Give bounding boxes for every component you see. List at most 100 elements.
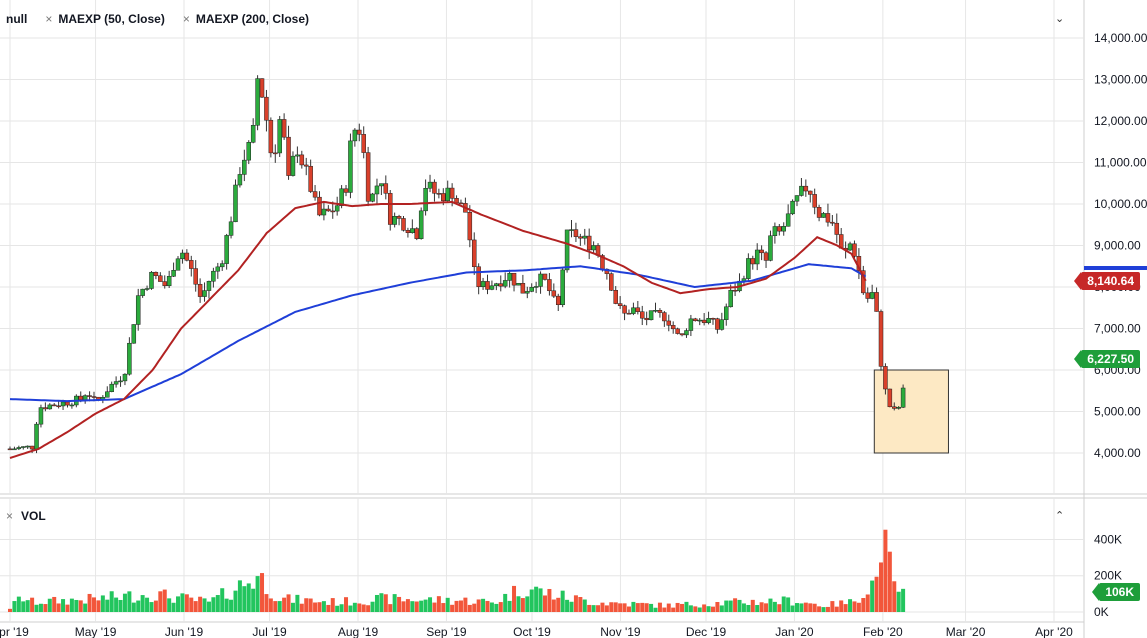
candle-body: [343, 188, 349, 193]
volume-bar: [626, 606, 631, 612]
volume-bar: [401, 601, 406, 612]
candle-body: [246, 142, 252, 161]
volume-bar: [56, 603, 61, 612]
volume-bar: [220, 588, 225, 612]
price-tick-label: 5,000.00: [1094, 405, 1141, 419]
time-tick-label: Oct '19: [513, 625, 551, 638]
legend-study-ma200[interactable]: × MAEXP (200, Close): [182, 12, 309, 26]
volume-bar: [458, 600, 463, 612]
volume-bar: [78, 600, 83, 612]
volume-bar: [158, 591, 163, 612]
candle-body: [242, 159, 247, 175]
volume-bar: [547, 588, 552, 612]
volume-bar: [229, 599, 234, 612]
volume-bar: [476, 599, 481, 612]
chevron-down-icon[interactable]: ⌄: [1055, 13, 1065, 25]
candle-body: [365, 152, 371, 202]
volume-bar: [330, 598, 335, 612]
candle-body: [105, 391, 110, 398]
candle-body: [467, 212, 473, 241]
volume-bar: [600, 602, 605, 612]
chevron-up-icon[interactable]: ⌃: [1055, 510, 1065, 522]
volume-bar: [582, 599, 587, 612]
candle-body: [135, 295, 141, 325]
volume-bar: [180, 593, 185, 612]
volume-bar: [870, 580, 875, 612]
candle-body: [808, 190, 813, 195]
volume-bar: [65, 604, 70, 612]
candle-body: [348, 140, 353, 193]
price-tick-label: 4,000.00: [1094, 446, 1141, 460]
candle-body: [414, 228, 420, 239]
candle-body: [834, 222, 840, 235]
candle-body: [264, 96, 269, 121]
volume-bar: [233, 590, 238, 612]
candle-body: [560, 269, 565, 305]
candle-body: [321, 208, 327, 216]
candle-body: [281, 119, 287, 138]
close-icon[interactable]: ×: [6, 509, 14, 523]
candle-body: [69, 404, 75, 407]
legend-study-ma50[interactable]: × MAEXP (50, Close): [45, 12, 165, 26]
candle-body: [648, 310, 654, 321]
candle-body: [768, 235, 773, 261]
candle-body: [60, 401, 66, 407]
volume-bar: [414, 601, 419, 612]
candle-body: [591, 245, 596, 251]
candle-body: [295, 154, 300, 157]
candle-body: [542, 273, 548, 280]
candle-body: [224, 235, 229, 264]
candle-body: [158, 275, 163, 282]
candle-body: [693, 318, 698, 321]
volume-bar: [335, 605, 340, 612]
candle-body: [153, 271, 159, 276]
volume-bar: [759, 602, 764, 612]
candle-body: [206, 280, 212, 291]
volume-bar: [313, 602, 318, 612]
candle-body: [547, 279, 552, 292]
candle-body: [211, 270, 216, 282]
candle-body: [308, 165, 313, 192]
candle-body: [785, 213, 791, 227]
candle-body: [273, 152, 278, 155]
close-icon[interactable]: ×: [182, 12, 190, 26]
candle-body: [812, 194, 817, 208]
candle-body: [87, 395, 92, 397]
candle-body: [719, 319, 725, 330]
candle-body: [255, 78, 260, 126]
volume-bar: [69, 598, 74, 612]
volume-bar: [397, 596, 402, 612]
volume-bar: [428, 597, 433, 612]
volume-bar: [392, 594, 397, 612]
candle-body: [631, 307, 636, 314]
volume-bar: [370, 601, 375, 612]
volume-bar: [8, 608, 12, 612]
volume-bar: [494, 603, 499, 612]
legend-symbol[interactable]: null: [6, 12, 28, 26]
volume-bar: [366, 605, 371, 612]
candle-body: [529, 286, 534, 292]
volume-bar: [74, 599, 79, 612]
volume-bar: [16, 596, 21, 612]
candle-body: [564, 229, 570, 271]
candle-body: [883, 366, 888, 390]
candle-body: [790, 200, 795, 215]
candle-body: [303, 164, 309, 167]
candle-body: [65, 401, 70, 406]
volume-label: VOL: [21, 509, 46, 523]
volume-bar: [295, 594, 300, 612]
volume-bar: [211, 597, 216, 612]
volume-bar: [202, 598, 207, 612]
volume-bar: [481, 598, 486, 612]
candle-body: [609, 273, 614, 291]
volume-bar: [326, 604, 331, 612]
candle-body: [657, 310, 663, 313]
volume-bar: [224, 598, 229, 612]
candle-body: [471, 239, 477, 267]
volume-bar: [383, 594, 388, 612]
candle-body: [202, 290, 207, 297]
volume-bar: [242, 586, 247, 612]
candle-body: [445, 187, 450, 202]
close-icon[interactable]: ×: [45, 12, 53, 26]
